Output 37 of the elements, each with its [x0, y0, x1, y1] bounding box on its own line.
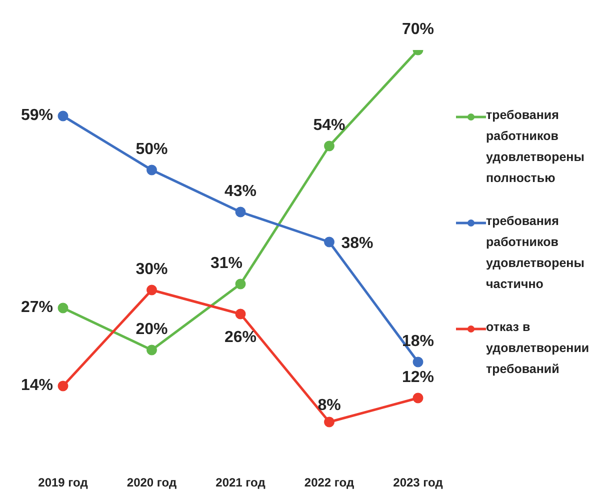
point [58, 380, 68, 392]
x-tick-label: 2023 год [393, 476, 444, 490]
data-label: 31% [210, 255, 243, 272]
point [146, 164, 157, 176]
data-label: 59% [20, 107, 54, 124]
point [235, 278, 246, 290]
data-label: 8% [318, 397, 341, 414]
data-label: 54% [313, 117, 346, 134]
data-label: 12% [402, 369, 434, 386]
x-tick-label: 2020 год [126, 476, 177, 490]
data-label: 30% [136, 261, 168, 278]
point [146, 284, 157, 296]
data-label: 43% [224, 183, 257, 200]
data-label: 50% [136, 141, 168, 158]
point [146, 344, 157, 356]
point [235, 206, 246, 218]
point [324, 416, 334, 428]
data-label: 70% [402, 21, 434, 38]
data-label: 18% [402, 333, 434, 350]
legend-label: требования работников удовлетворены частично [486, 213, 586, 293]
data-label: 38% [341, 235, 374, 252]
data-label: 14% [20, 377, 54, 394]
data-label: 20% [136, 321, 168, 338]
point [58, 110, 68, 122]
legend-label: отказ в удовлетворении требований [486, 319, 590, 378]
legend-label: требования работников удовлетворены полностью [486, 107, 586, 187]
point [235, 308, 246, 320]
x-tick-label: 2022 год [304, 476, 354, 490]
point [412, 392, 424, 404]
point [412, 356, 424, 368]
point [324, 236, 334, 248]
data-label: 26% [224, 329, 257, 346]
data-label: 27% [20, 299, 54, 316]
x-tick-label: 2021 год [216, 476, 266, 490]
point [324, 140, 334, 152]
x-tick-label: 2019 год [38, 476, 88, 490]
point [58, 302, 68, 314]
